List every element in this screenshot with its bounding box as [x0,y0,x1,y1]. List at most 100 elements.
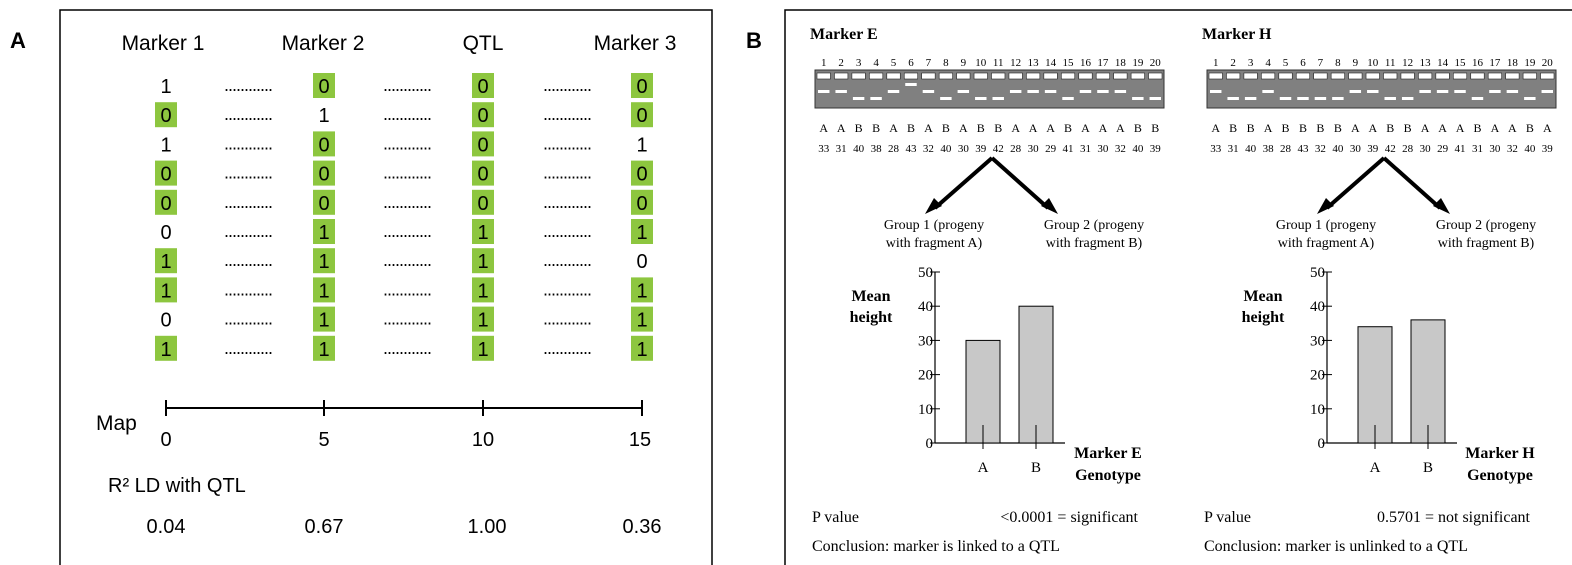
lane-number: 12 [1010,57,1021,69]
height-value: 30 [958,143,970,155]
genotype-label: A [1438,121,1447,135]
lane-number: 17 [1097,57,1109,69]
gel-band [1210,90,1222,93]
gel-band [1314,97,1327,100]
genotype-value: 0 [636,251,647,273]
height-value: 32 [923,143,934,155]
gel-band [818,90,830,93]
height-value: 30 [1420,143,1432,155]
highlight-cell [313,335,335,361]
genotype-value: 0 [160,310,171,332]
gel-well [1313,72,1328,80]
genotype-value: 0 [636,193,647,215]
gel-band [1009,90,1022,93]
highlight-cell [631,306,653,332]
gel-band [1262,90,1274,93]
arrow-group1 [933,156,994,210]
gel-well [1113,72,1128,80]
genotype-label: B [1134,121,1142,135]
dotted-leader: ............ [543,133,591,153]
y-tick-label: 20 [918,368,933,384]
highlight-cell [631,102,653,128]
map-label: Map [96,412,137,435]
gel-well [1383,72,1398,80]
gel-band [1149,97,1161,100]
highlight-cell [472,306,494,332]
group1-label: with fragment A) [1278,236,1375,251]
arrowhead [1433,198,1450,214]
highlight-cell [313,160,335,186]
group2-label: with fragment B) [1046,236,1143,251]
highlight-cell [313,306,335,332]
group2-label: with fragment B) [1438,236,1535,251]
gel-well [973,72,988,80]
genotype-label: A [1264,121,1273,135]
gel-band [922,90,935,93]
gel-well [1148,72,1163,80]
lane-number: 7 [926,57,932,69]
genotype-label: B [855,121,863,135]
genotype-label: B [942,121,950,135]
lane-number: 2 [838,57,844,69]
genotype-value: 1 [160,76,171,98]
lane-number: 13 [1028,57,1040,69]
gel-band [940,97,952,100]
height-value: 43 [1297,143,1309,155]
dotted-leader: ............ [383,250,431,270]
highlight-cell [472,277,494,303]
gel-well [1330,72,1345,80]
group1-label: Group 1 (progeny [1276,218,1376,233]
genotype-label: B [1064,121,1072,135]
gel-band [1471,97,1484,100]
genotype-label: A [1421,121,1430,135]
arrow-group2 [1382,156,1442,210]
highlight-cell [155,248,177,274]
lane-number: 6 [908,57,914,69]
r2-value: 0.36 [623,516,662,538]
gel-well [1365,72,1380,80]
highlight-cell [472,131,494,157]
lane-number: 13 [1420,57,1432,69]
highlight-cell [313,219,335,244]
y-tick-label: 0 [926,436,934,452]
lane-number: 9 [961,57,967,69]
height-value: 30 [1097,143,1109,155]
lane-number: 10 [1367,57,1379,69]
height-value: 32 [1115,143,1126,155]
height-value: 42 [993,143,1004,155]
gel-band [1489,90,1501,93]
genotype-label: A [889,121,898,135]
gel-well [1008,72,1023,80]
dotted-leader: ............ [383,133,431,153]
genotype-value: 0 [160,105,171,127]
dotted-leader: ............ [224,250,272,270]
group2-label: Group 2 (progeny [1436,218,1536,233]
r2-value: 0.67 [305,516,344,538]
gel-well [1470,72,1485,80]
x-axis-label: Genotype [1467,467,1533,484]
genotype-label: A [924,121,933,135]
highlight-cell [472,189,494,215]
panel-b: B Marker E 1 2 3 4 5 6 7 8 9 10 11 12 13 14 15 16 17 18 19 20… [730,0,1572,565]
dotted-leader: ............ [224,133,272,153]
gel-well [1043,72,1058,80]
highlight-cell [472,219,494,244]
gel-band [1419,90,1431,93]
gel-well [1078,72,1093,80]
gel-well [1278,72,1293,80]
marker-title: Marker E [810,26,878,43]
lane-number: 20 [1542,57,1554,69]
arrowhead [1041,198,1058,214]
highlight-cell [631,189,653,215]
lane-number: 12 [1402,57,1413,69]
r2-value: 1.00 [468,516,507,538]
genotype-value: 0 [160,193,171,215]
lane-number: 16 [1472,57,1484,69]
lane-number: 16 [1080,57,1092,69]
lane-number: 20 [1150,57,1162,69]
gel-band [887,90,900,93]
highlight-cell [155,277,177,303]
genotype-value: 1 [318,105,329,127]
dotted-leader: ............ [383,75,431,95]
genotype-label: A [1081,121,1090,135]
